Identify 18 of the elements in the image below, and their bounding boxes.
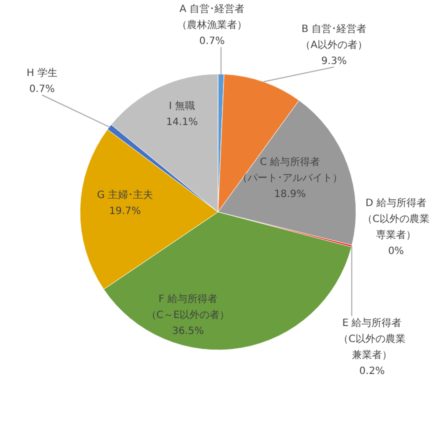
data-label: 18.9% — [274, 189, 306, 200]
data-label: 36.5% — [172, 326, 204, 337]
text: 0% — [388, 246, 404, 257]
slice-label: F 給与所得者（C～E以外の者） — [146, 293, 230, 321]
slice-label: H 学生 — [26, 67, 58, 79]
slice-label: C 給与所得者（パート･アルバイト） — [238, 156, 342, 184]
slice-label: I 無職 — [168, 100, 196, 112]
data-label: 9.3% — [321, 56, 347, 67]
data-label: 19.7% — [109, 206, 141, 217]
data-label: 0.7% — [199, 36, 225, 47]
slice-label: A 自営･経営者（農林漁業者） — [177, 3, 247, 31]
data-label: 14.1% — [166, 117, 198, 128]
slice-label: G 主婦･主夫 — [97, 189, 153, 201]
data-label: 0.2% — [359, 366, 385, 377]
data-label: 0.7% — [29, 84, 55, 95]
category-label: D 給与所得者（C以外の農業専業者） — [362, 198, 430, 241]
slice-label: B 自営･経営者（A以外の者） — [300, 23, 368, 51]
slice-label: E 給与所得者（C以外の農業兼業者） — [338, 317, 406, 361]
